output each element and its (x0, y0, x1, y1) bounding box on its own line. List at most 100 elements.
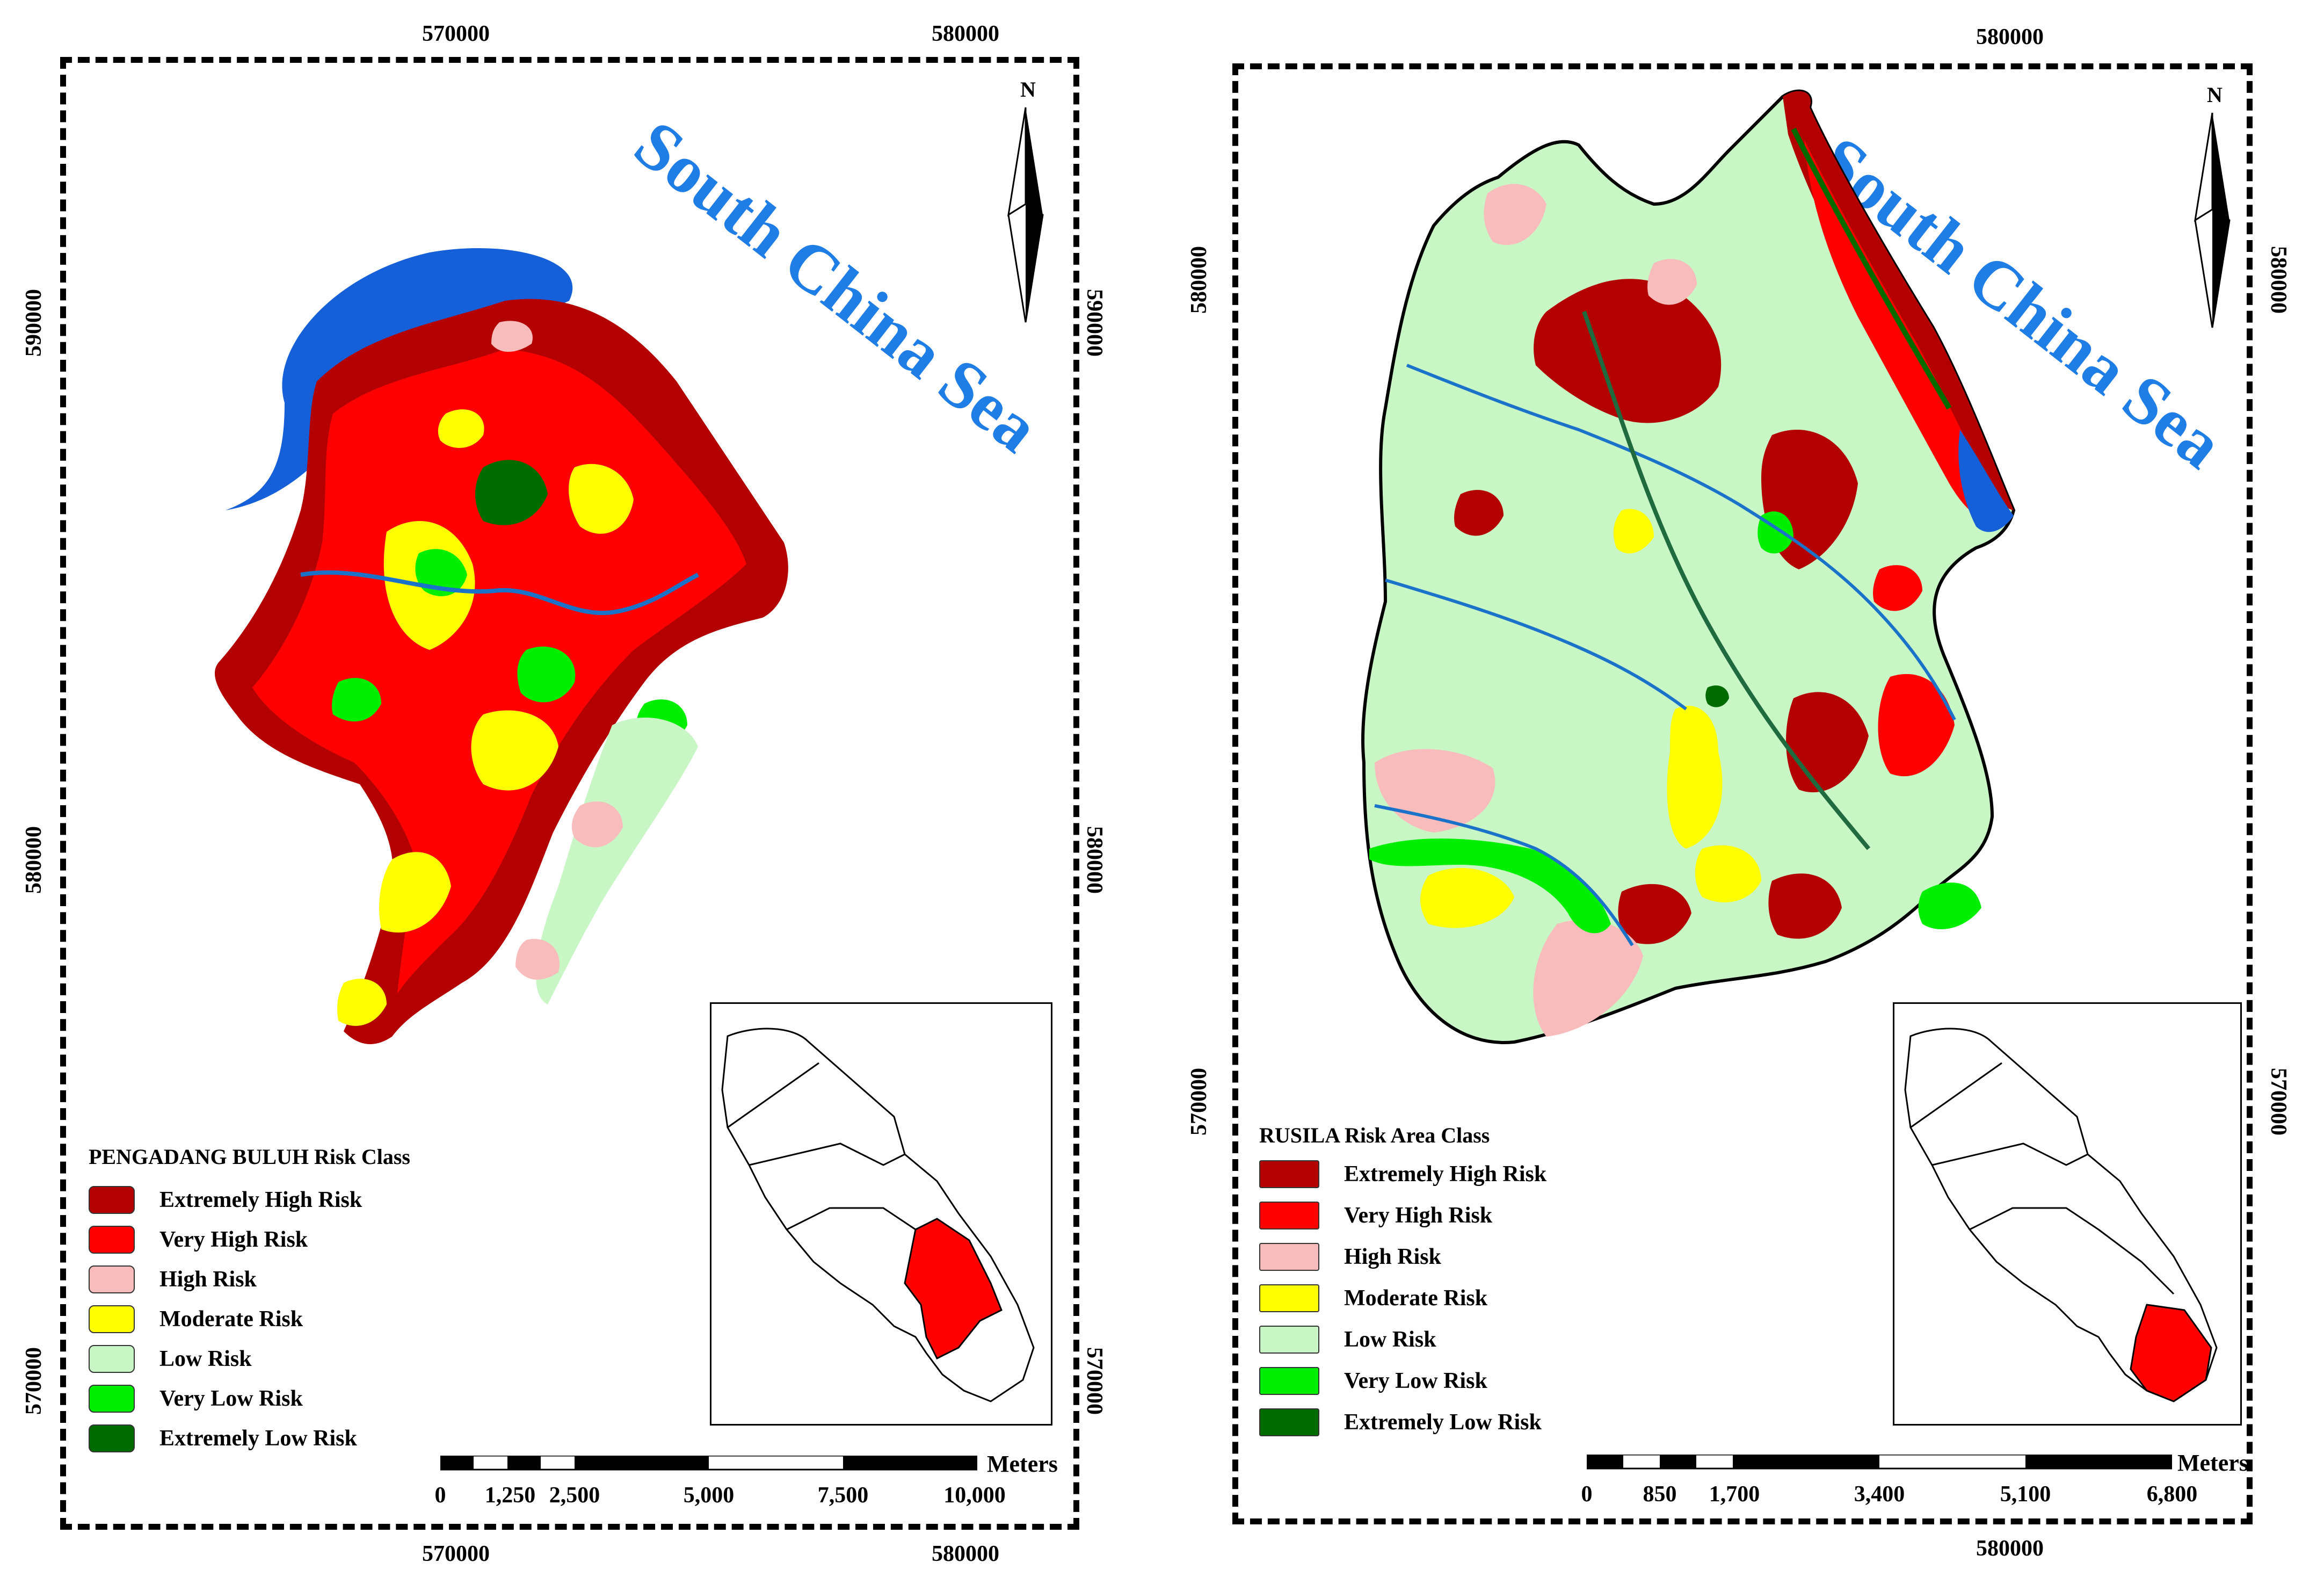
zone-low (536, 717, 698, 1004)
legend-label: Low Risk (159, 1347, 252, 1371)
right-legend-item: Very High Risk (1259, 1199, 1492, 1232)
zone-moderate-2 (569, 464, 634, 534)
legend-label: Very High Risk (1344, 1203, 1493, 1228)
legend-label: High Risk (159, 1267, 257, 1292)
right-scale-label: 850 (1643, 1482, 1677, 1507)
left-legend-item: Very High Risk (89, 1224, 308, 1256)
left-scale-label: 1,250 (484, 1483, 536, 1508)
zone-very-low-4 (332, 678, 381, 722)
zone-moderate-4 (1613, 509, 1654, 554)
legend-label: Low Risk (1344, 1327, 1436, 1352)
inset-locator-graphic (1904, 1028, 2218, 1402)
zone-very-low-2 (517, 646, 576, 703)
left-scale-bar-graphic (440, 1456, 977, 1471)
left-left-coord-3: 570000 (21, 1347, 46, 1415)
zone-high-2 (1533, 920, 1643, 1037)
legend-swatch (89, 1305, 135, 1333)
right-scale-label: 3,400 (1854, 1482, 1905, 1507)
right-top-coord-1: 580000 (1976, 25, 2044, 49)
right-scale-label: 1,700 (1709, 1482, 1760, 1507)
left-legend-item: High Risk (89, 1263, 257, 1296)
rusila-risk-map (1361, 89, 2016, 1044)
zone-very-low-1 (1369, 838, 1611, 934)
right-scale-label: 0 (1581, 1482, 1593, 1507)
zone-moderate-6 (438, 409, 484, 448)
zone-high-3 (1484, 184, 1546, 245)
right-legend-item: Low Risk (1259, 1323, 1436, 1356)
right-legend-title: RUSILA Risk Area Class (1259, 1123, 1490, 1147)
north-arrow-icon: N (2194, 83, 2231, 328)
left-bottom-coord-1: 570000 (422, 1542, 490, 1566)
left-scale-label: 10,000 (943, 1483, 1006, 1508)
left-scale-unit: Meters (987, 1451, 1058, 1477)
left-legend-item: Moderate Risk (89, 1303, 303, 1335)
right-map-frame (1232, 63, 2253, 1524)
legend-label: Moderate Risk (1344, 1286, 1488, 1311)
right-legend-item: Extremely Low Risk (1259, 1406, 1542, 1438)
left-map-panel: 570000 580000 570000 580000 590000 58000… (0, 0, 1128, 1584)
right-bottom-coord-1: 580000 (1976, 1536, 2044, 1561)
right-scale-label: 6,800 (2146, 1482, 2198, 1507)
right-legend-item: Moderate Risk (1259, 1282, 1487, 1314)
left-legend-item: Low Risk (89, 1343, 252, 1375)
zone-extremely-low (1705, 685, 1729, 707)
left-scale-label: 7,500 (817, 1483, 869, 1508)
inset-highlight-area (2130, 1304, 2212, 1402)
main-stream (300, 570, 699, 616)
right-legend: RUSILA Risk Area Class Extremely High Ri… (1259, 1123, 1689, 1445)
right-legend-item: High Risk (1259, 1241, 1441, 1273)
legend-swatch (89, 1226, 135, 1254)
north-arrow-label: N (1020, 77, 1036, 102)
legend-swatch (89, 1186, 135, 1214)
left-legend-item: Very Low Risk (89, 1383, 303, 1415)
legend-label: Very High Risk (159, 1227, 308, 1252)
left-right-coord-2: 580000 (1082, 826, 1107, 894)
north-arrow-label: N (2207, 83, 2223, 107)
right-scale-unit: Meters (2177, 1450, 2248, 1476)
right-scale-label: 5,100 (2000, 1482, 2051, 1507)
pengadang-buluh-risk-map (215, 248, 788, 1044)
zone-moderate-1 (1667, 705, 1723, 849)
legend-swatch (89, 1265, 135, 1293)
left-scale-label: 2,500 (549, 1483, 600, 1508)
inset-highlight-area (904, 1218, 1003, 1360)
legend-swatch (1259, 1326, 1319, 1354)
left-inset-map (710, 1002, 1052, 1426)
legend-label: Extremely Low Risk (159, 1426, 357, 1451)
left-legend: PENGADANG BULUH Risk Class Extremely Hig… (89, 1144, 518, 1466)
legend-label: High Risk (1344, 1245, 1441, 1269)
zone-high-3 (491, 321, 533, 352)
left-right-coord-3: 570000 (1082, 1347, 1107, 1415)
inset-locator-graphic (721, 1028, 1035, 1402)
right-legend-item: Extremely High Risk (1259, 1158, 1546, 1190)
interior-very-high-1 (1878, 674, 1955, 777)
legend-swatch (89, 1345, 135, 1373)
interior-extremely-high-5 (1768, 873, 1842, 939)
legend-label: Extremely Low Risk (1344, 1410, 1542, 1435)
interior-extremely-high-1 (1534, 279, 1722, 423)
right-scale-bar-graphic (1587, 1455, 2172, 1470)
legend-swatch (1259, 1367, 1319, 1395)
inset-district-outline (721, 1028, 1035, 1402)
north-arrow-icon: N (1007, 77, 1044, 323)
interior-very-high-2 (1873, 565, 1922, 611)
right-left-coord-1: 580000 (1187, 246, 1211, 314)
zone-high-4 (1647, 259, 1697, 305)
left-legend-item: Extremely Low Risk (89, 1422, 357, 1455)
left-scale-bar: Meters 0 1,250 2,500 5,000 7,500 10,000 (435, 1450, 1074, 1515)
road-1 (1582, 310, 1871, 850)
zone-moderate-3 (1695, 845, 1761, 902)
stream-1 (1406, 364, 1956, 721)
left-left-coord-2: 580000 (21, 826, 46, 894)
zone-very-low-2 (1918, 883, 1981, 929)
left-legend-item: Extremely High Risk (89, 1184, 362, 1216)
legend-swatch (89, 1385, 135, 1413)
right-scale-bar: Meters 0 850 1,700 3,400 5,100 6,800 (1581, 1449, 2248, 1514)
right-inset-map (1893, 1002, 2242, 1426)
legend-label: Extremely High Risk (159, 1188, 362, 1212)
right-map-panel: 580000 580000 580000 570000 580000 57000… (1154, 0, 2324, 1584)
left-map-frame (60, 57, 1079, 1530)
legend-swatch (1259, 1202, 1319, 1229)
left-bottom-coord-2: 580000 (932, 1542, 999, 1566)
left-scale-label: 5,000 (683, 1483, 735, 1508)
